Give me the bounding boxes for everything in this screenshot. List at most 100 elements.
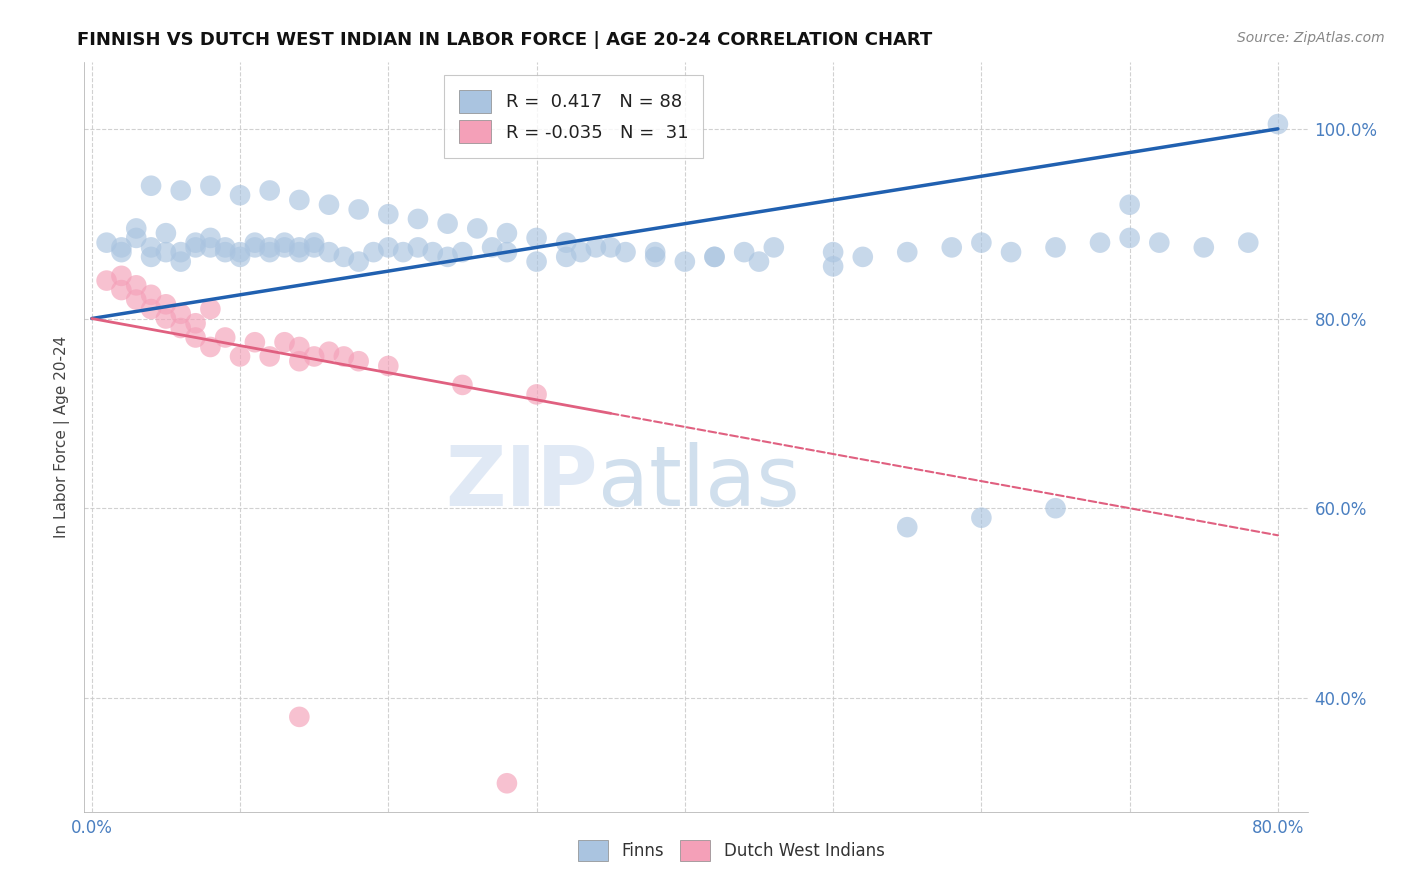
Point xyxy=(363,245,385,260)
Point xyxy=(1237,235,1260,250)
Point xyxy=(896,520,918,534)
Point xyxy=(406,240,429,254)
Text: FINNISH VS DUTCH WEST INDIAN IN LABOR FORCE | AGE 20-24 CORRELATION CHART: FINNISH VS DUTCH WEST INDIAN IN LABOR FO… xyxy=(77,31,932,49)
Point xyxy=(229,250,252,264)
Point xyxy=(125,231,148,245)
Point xyxy=(481,240,503,254)
Point xyxy=(1118,231,1140,245)
Point xyxy=(392,245,415,260)
Point xyxy=(896,245,918,260)
Point xyxy=(302,240,325,254)
Point xyxy=(110,268,132,283)
Point xyxy=(1088,235,1111,250)
Point xyxy=(347,354,370,368)
Point xyxy=(110,240,132,254)
Point xyxy=(526,387,548,401)
Point xyxy=(288,340,311,354)
Point xyxy=(1118,197,1140,211)
Point xyxy=(200,178,222,193)
Point xyxy=(496,776,519,790)
Point xyxy=(229,245,252,260)
Point xyxy=(333,350,356,364)
Point xyxy=(214,245,236,260)
Point xyxy=(214,330,236,344)
Point xyxy=(288,240,311,254)
Point xyxy=(318,344,340,359)
Point xyxy=(318,245,340,260)
Point xyxy=(200,231,222,245)
Legend: Finns, Dutch West Indians: Finns, Dutch West Indians xyxy=(564,827,898,875)
Point xyxy=(585,240,607,254)
Point xyxy=(1149,235,1171,250)
Point xyxy=(288,710,311,724)
Legend: R =  0.417   N = 88, R = -0.035   N =  31: R = 0.417 N = 88, R = -0.035 N = 31 xyxy=(444,75,703,158)
Point xyxy=(96,235,118,250)
Point xyxy=(496,226,519,240)
Point xyxy=(170,245,193,260)
Point xyxy=(703,250,725,264)
Point xyxy=(436,217,458,231)
Point xyxy=(155,311,177,326)
Point xyxy=(259,184,281,198)
Point xyxy=(318,197,340,211)
Point xyxy=(125,221,148,235)
Point xyxy=(496,245,519,260)
Point xyxy=(1267,117,1289,131)
Point xyxy=(170,254,193,268)
Point xyxy=(451,245,474,260)
Point xyxy=(288,354,311,368)
Point xyxy=(139,301,162,316)
Point xyxy=(673,254,696,268)
Point xyxy=(200,240,222,254)
Point xyxy=(302,350,325,364)
Point xyxy=(1192,240,1215,254)
Point xyxy=(762,240,785,254)
Point xyxy=(748,254,770,268)
Point xyxy=(377,240,399,254)
Point xyxy=(406,211,429,226)
Point xyxy=(229,350,252,364)
Point xyxy=(243,240,266,254)
Point xyxy=(243,235,266,250)
Point xyxy=(273,240,295,254)
Point xyxy=(288,193,311,207)
Point xyxy=(259,240,281,254)
Point xyxy=(259,350,281,364)
Point xyxy=(243,335,266,350)
Point xyxy=(422,245,444,260)
Point xyxy=(377,207,399,221)
Point xyxy=(229,188,252,202)
Point xyxy=(852,250,875,264)
Point xyxy=(970,510,993,524)
Point xyxy=(155,297,177,311)
Point xyxy=(288,245,311,260)
Point xyxy=(1045,240,1067,254)
Point xyxy=(125,278,148,293)
Point xyxy=(614,245,637,260)
Point xyxy=(823,260,845,274)
Y-axis label: In Labor Force | Age 20-24: In Labor Force | Age 20-24 xyxy=(55,336,70,538)
Text: atlas: atlas xyxy=(598,442,800,523)
Point xyxy=(451,378,474,392)
Point xyxy=(155,245,177,260)
Point xyxy=(644,250,666,264)
Point xyxy=(170,184,193,198)
Point xyxy=(526,254,548,268)
Point xyxy=(1000,245,1022,260)
Point xyxy=(96,274,118,288)
Point xyxy=(555,235,578,250)
Point xyxy=(170,321,193,335)
Point xyxy=(184,235,207,250)
Point xyxy=(347,254,370,268)
Point xyxy=(941,240,963,254)
Point xyxy=(555,250,578,264)
Point xyxy=(599,240,621,254)
Point xyxy=(436,250,458,264)
Point xyxy=(823,245,845,260)
Point xyxy=(110,283,132,297)
Point xyxy=(139,178,162,193)
Text: ZIP: ZIP xyxy=(446,442,598,523)
Point xyxy=(273,335,295,350)
Point xyxy=(170,307,193,321)
Point xyxy=(184,240,207,254)
